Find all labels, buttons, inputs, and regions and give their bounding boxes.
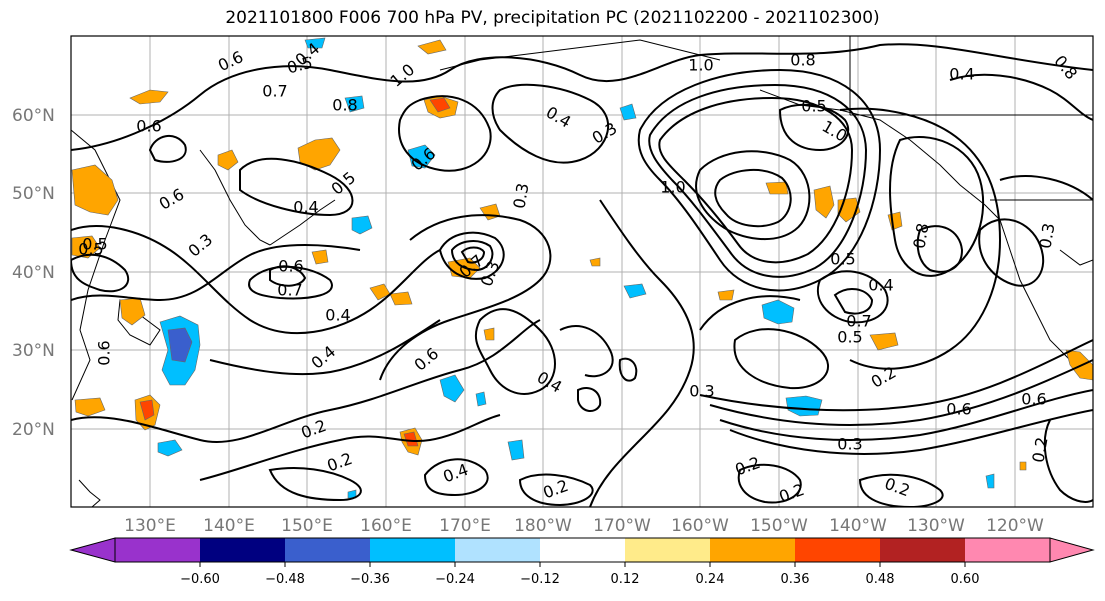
contour-label: 0.8 [909, 222, 932, 250]
contour-label: 0.7 [846, 312, 871, 331]
contour-label: 0.6 [278, 257, 303, 276]
contour-label: 0.6 [95, 340, 114, 365]
precipitation-shading [71, 37, 1093, 499]
contour-label: 0.2 [1028, 436, 1051, 464]
lon-label: 120°W [986, 516, 1044, 536]
contour-label: 1.0 [660, 178, 685, 197]
contour-label: 0.5 [801, 97, 826, 116]
lon-label: 130°W [907, 516, 965, 536]
lon-label: 160°W [671, 516, 729, 536]
latitude-labels: 60°N 50°N 40°N 30°N 20°N [12, 106, 55, 440]
colorbar-tick-label: −0.60 [180, 572, 220, 587]
lon-label: 140°E [203, 516, 255, 536]
lat-label: 50°N [12, 184, 55, 204]
contour-label: 0.6 [1021, 390, 1046, 409]
contour-label: 0.6 [136, 117, 161, 136]
contour-label: 0.3 [509, 182, 532, 210]
map-title: 2021101800 F006 700 hPa PV, precipitatio… [225, 8, 880, 28]
colorbar-cell [115, 538, 201, 562]
colorbar-cell [285, 538, 371, 562]
lat-label: 40°N [12, 263, 55, 283]
contour-label: 0.4 [949, 65, 974, 84]
contour-label: 0.3 [1035, 222, 1058, 250]
lon-label: 170°W [593, 516, 651, 536]
contour-label: 0.5 [837, 328, 862, 347]
contour-label: 0.7 [262, 82, 287, 101]
colorbar-cell [880, 538, 966, 562]
colorbar-tick-label: −0.48 [265, 572, 305, 587]
lon-label: 140°W [829, 516, 887, 536]
contour-label: 0.8 [332, 96, 357, 115]
colorbar-tick-label: 0.12 [611, 572, 640, 587]
contour-label: 0.8 [790, 51, 815, 70]
lon-label: 180°W [514, 516, 572, 536]
colorbar-cell [625, 538, 711, 562]
contour-label: 0.6 [946, 400, 971, 419]
pv-contours [71, 43, 1093, 507]
contour-label: 0.4 [293, 198, 318, 217]
contour-label: 0.5 [78, 240, 103, 259]
colorbar-cell [710, 538, 796, 562]
longitude-labels: 130°E 140°E 150°E 160°E 170°E 180°W 170°… [124, 516, 1044, 536]
lon-label: 150°E [281, 516, 333, 536]
colorbar-tick-label: −0.24 [435, 572, 475, 587]
colorbar-tick-label: 0.60 [951, 572, 980, 587]
colorbar-extend-max [1049, 537, 1095, 563]
lat-label: 60°N [12, 106, 55, 126]
contour-label: 0.4 [868, 276, 893, 295]
contour-label: 0.3 [837, 435, 862, 454]
contour-label: 0.7 [277, 281, 302, 300]
lon-label: 150°W [750, 516, 808, 536]
coastlines [71, 36, 1093, 507]
colorbar-tick-label: 0.24 [696, 572, 725, 587]
colorbar-outline [114, 537, 1051, 563]
colorbar-cell [370, 538, 456, 562]
colorbar-tick-label: −0.12 [520, 572, 560, 587]
colorbar-cell [540, 538, 626, 562]
contour-label: 0.3 [689, 382, 714, 401]
contour-label: 0.5 [830, 250, 855, 269]
lat-label: 30°N [12, 341, 55, 361]
colorbar-cell [965, 538, 1051, 562]
colorbar-cell [455, 538, 541, 562]
colorbar-tick-label: −0.36 [350, 572, 390, 587]
lon-label: 130°E [124, 516, 176, 536]
colorbar-tick-label: 0.36 [781, 572, 810, 587]
colorbar-tick-label: 0.48 [866, 572, 895, 587]
colorbar-cell [200, 538, 286, 562]
lat-label: 20°N [12, 420, 55, 440]
lon-label: 170°E [439, 516, 491, 536]
colorbar-extend-min [69, 537, 116, 563]
lon-label: 160°E [360, 516, 412, 536]
colorbar-cell [795, 538, 881, 562]
contour-label: 0.5 [82, 235, 107, 254]
map-border [70, 35, 1094, 508]
contour-label: 0.4 [325, 306, 350, 325]
colorbar: −0.60 −0.48 −0.36 −0.24 −0.12 0.12 0.24 0.36 0.4… [69, 537, 1095, 587]
contour-label: 1.0 [688, 56, 713, 75]
